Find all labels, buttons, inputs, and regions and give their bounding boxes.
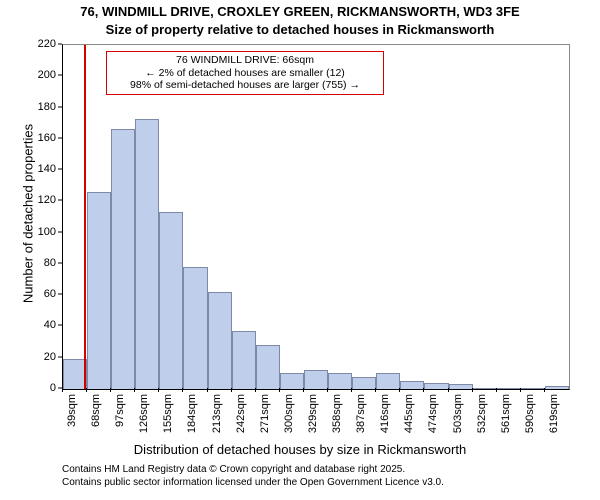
footer-line-1: Contains HM Land Registry data © Crown c… bbox=[62, 464, 405, 475]
chart-container: 76, WINDMILL DRIVE, CROXLEY GREEN, RICKM… bbox=[0, 0, 600, 500]
x-tick-label: 474sqm bbox=[427, 394, 439, 433]
y-tick-mark bbox=[58, 294, 62, 295]
histogram-bar bbox=[304, 370, 328, 389]
x-tick-label: 358sqm bbox=[331, 394, 343, 433]
annotation-line: 98% of semi-detached houses are larger (… bbox=[111, 79, 379, 92]
x-tick-mark bbox=[207, 388, 208, 392]
x-tick-label: 155sqm bbox=[162, 394, 174, 433]
footer-line-2: Contains public sector information licen… bbox=[62, 477, 444, 488]
histogram-bar bbox=[328, 373, 352, 389]
y-tick-label: 220 bbox=[0, 38, 56, 50]
y-tick-mark bbox=[58, 262, 62, 263]
x-tick-mark bbox=[182, 388, 183, 392]
y-tick-mark bbox=[58, 137, 62, 138]
histogram-bar bbox=[111, 129, 135, 389]
x-tick-mark bbox=[255, 388, 256, 392]
x-tick-mark bbox=[279, 388, 280, 392]
x-tick-mark bbox=[520, 388, 521, 392]
histogram-bar bbox=[449, 384, 473, 389]
histogram-bar bbox=[135, 119, 159, 390]
histogram-bar bbox=[497, 388, 521, 389]
x-tick-label: 213sqm bbox=[211, 394, 223, 433]
histogram-bar bbox=[473, 388, 497, 389]
x-tick-label: 619sqm bbox=[548, 394, 560, 433]
x-tick-mark bbox=[134, 388, 135, 392]
histogram-bar bbox=[352, 377, 376, 390]
histogram-bar bbox=[424, 383, 448, 389]
x-tick-mark bbox=[351, 388, 352, 392]
x-tick-mark bbox=[62, 388, 63, 392]
x-tick-label: 300sqm bbox=[283, 394, 295, 433]
histogram-bar bbox=[376, 373, 400, 389]
histogram-bar bbox=[232, 331, 256, 389]
chart-title-2: Size of property relative to detached ho… bbox=[0, 22, 600, 37]
y-tick-label: 200 bbox=[0, 69, 56, 81]
histogram-bar bbox=[159, 212, 183, 389]
histogram-bar bbox=[280, 373, 304, 389]
x-tick-mark bbox=[110, 388, 111, 392]
x-tick-mark bbox=[472, 388, 473, 392]
x-tick-label: 126sqm bbox=[138, 394, 150, 433]
y-tick-mark bbox=[58, 44, 62, 45]
y-tick-mark bbox=[58, 169, 62, 170]
marker-line bbox=[84, 45, 86, 389]
histogram-bar bbox=[521, 388, 545, 389]
x-tick-label: 561sqm bbox=[500, 394, 512, 433]
y-tick-mark bbox=[58, 106, 62, 107]
x-tick-label: 445sqm bbox=[403, 394, 415, 433]
x-axis-label: Distribution of detached houses by size … bbox=[0, 442, 600, 457]
histogram-bar bbox=[183, 267, 207, 389]
y-tick-label: 0 bbox=[0, 382, 56, 394]
x-tick-mark bbox=[496, 388, 497, 392]
y-tick-mark bbox=[58, 325, 62, 326]
y-tick-mark bbox=[58, 231, 62, 232]
y-tick-label: 20 bbox=[0, 351, 56, 363]
x-tick-label: 416sqm bbox=[379, 394, 391, 433]
histogram-bar bbox=[208, 292, 232, 389]
annotation-box: 76 WINDMILL DRIVE: 66sqm← 2% of detached… bbox=[106, 51, 384, 95]
x-tick-label: 97sqm bbox=[114, 394, 126, 427]
x-tick-label: 329sqm bbox=[307, 394, 319, 433]
y-tick-label: 180 bbox=[0, 101, 56, 113]
x-tick-label: 387sqm bbox=[355, 394, 367, 433]
x-tick-label: 532sqm bbox=[476, 394, 488, 433]
histogram-bar bbox=[400, 381, 424, 389]
x-tick-mark bbox=[399, 388, 400, 392]
y-tick-mark bbox=[58, 356, 62, 357]
x-tick-label: 39sqm bbox=[66, 394, 78, 427]
x-tick-mark bbox=[423, 388, 424, 392]
y-tick-mark bbox=[58, 75, 62, 76]
y-tick-label: 40 bbox=[0, 319, 56, 331]
x-tick-label: 242sqm bbox=[235, 394, 247, 433]
x-tick-label: 184sqm bbox=[186, 394, 198, 433]
x-tick-mark bbox=[86, 388, 87, 392]
y-tick-mark bbox=[58, 200, 62, 201]
x-tick-label: 503sqm bbox=[452, 394, 464, 433]
x-tick-mark bbox=[448, 388, 449, 392]
x-tick-label: 590sqm bbox=[524, 394, 536, 433]
x-tick-label: 68sqm bbox=[90, 394, 102, 427]
annotation-line: ← 2% of detached houses are smaller (12) bbox=[111, 67, 379, 80]
plot-area: 76 WINDMILL DRIVE: 66sqm← 2% of detached… bbox=[62, 44, 570, 390]
annotation-line: 76 WINDMILL DRIVE: 66sqm bbox=[111, 54, 379, 67]
x-tick-label: 271sqm bbox=[259, 394, 271, 433]
histogram-bar bbox=[87, 192, 111, 389]
x-tick-mark bbox=[327, 388, 328, 392]
x-tick-mark bbox=[158, 388, 159, 392]
histogram-bar bbox=[545, 386, 569, 389]
x-tick-mark bbox=[231, 388, 232, 392]
x-tick-mark bbox=[303, 388, 304, 392]
x-tick-mark bbox=[375, 388, 376, 392]
chart-title-1: 76, WINDMILL DRIVE, CROXLEY GREEN, RICKM… bbox=[0, 4, 600, 19]
x-tick-mark bbox=[544, 388, 545, 392]
histogram-bar bbox=[256, 345, 280, 389]
y-axis-label: Number of detached properties bbox=[21, 124, 36, 304]
